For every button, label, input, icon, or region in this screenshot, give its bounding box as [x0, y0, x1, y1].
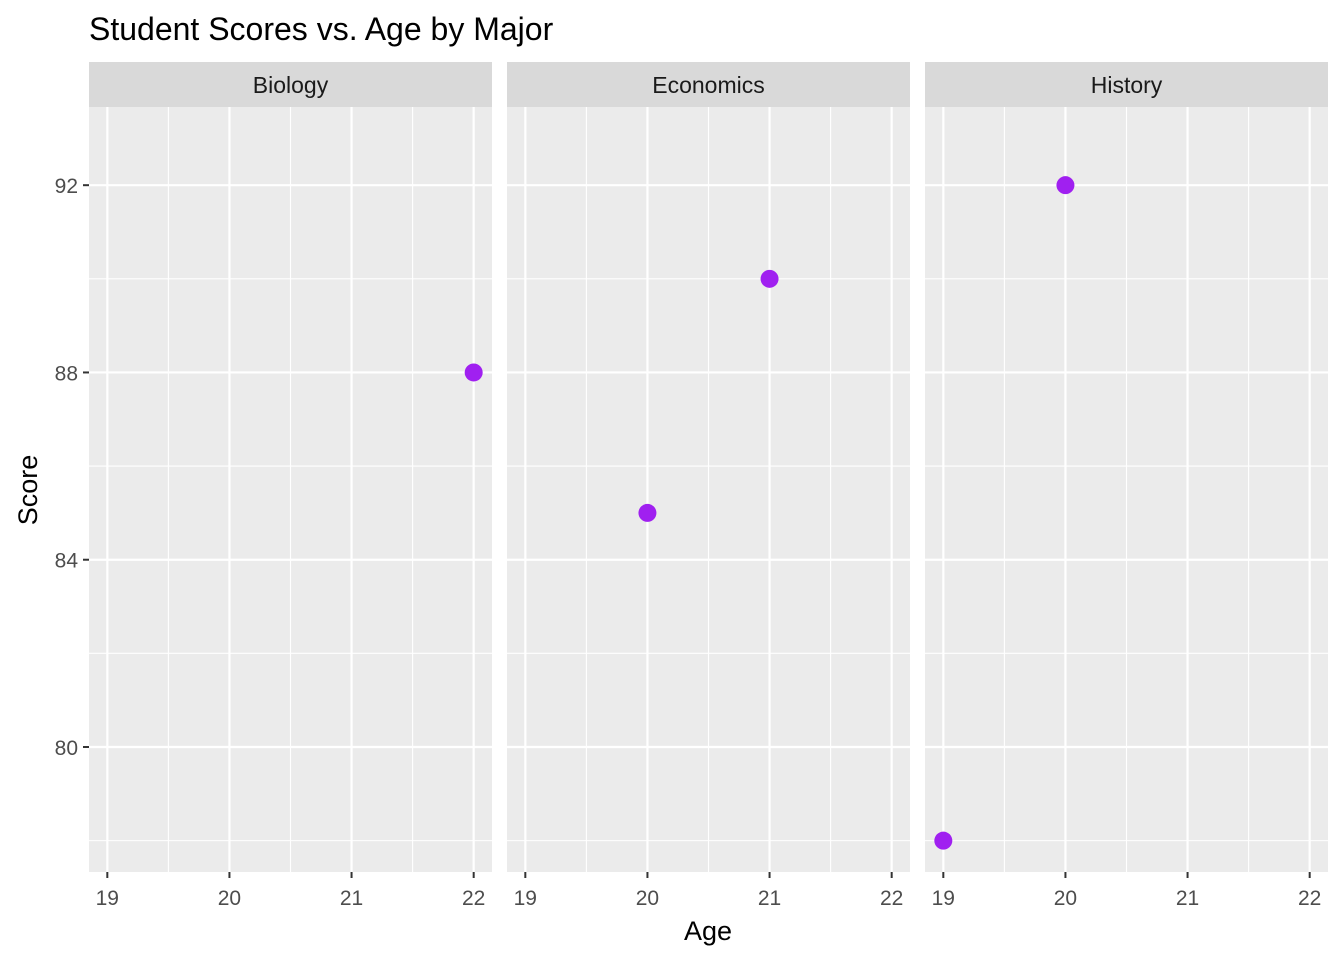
y-axis: 80 84 88 92	[55, 175, 89, 760]
y-axis-label: Score	[13, 455, 43, 526]
y-tick-label: 92	[55, 175, 78, 198]
facet-panel-history: History 19 20 21 22	[925, 62, 1328, 910]
facet-strip-label: History	[1091, 72, 1163, 98]
x-tick-label: 20	[636, 887, 659, 910]
x-tick-label: 22	[880, 887, 903, 910]
data-point-biology	[464, 363, 483, 382]
facet-panels: Biology 19 20 21 22 Economics 19 20 21 22 History 1…	[89, 62, 1328, 910]
facet-strip-label: Biology	[253, 72, 329, 98]
facet-strip-label: Economics	[652, 72, 764, 98]
y-tick-label: 80	[55, 737, 78, 760]
chart-title: Student Scores vs. Age by Major	[89, 11, 554, 47]
data-point-economics	[760, 269, 779, 288]
facet-panel-economics: Economics 19 20 21 22	[507, 62, 910, 910]
x-tick-label: 19	[932, 887, 955, 910]
facet-strip-history	[925, 62, 1328, 107]
x-tick-label: 21	[340, 887, 363, 910]
x-tick-label: 20	[1054, 887, 1077, 910]
y-tick-label: 88	[55, 362, 78, 385]
x-tick-label: 19	[96, 887, 119, 910]
x-tick-label: 21	[1176, 887, 1199, 910]
x-tick-label: 21	[758, 887, 781, 910]
facet-strip-economics	[507, 62, 910, 107]
x-axis-label: Age	[684, 916, 732, 946]
data-point-history	[1056, 176, 1075, 195]
data-point-history	[934, 831, 953, 850]
x-tick-label: 20	[218, 887, 241, 910]
y-tick-label: 84	[55, 550, 79, 573]
facet-panel-biology: Biology 19 20 21 22	[89, 62, 492, 910]
x-tick-label: 19	[514, 887, 537, 910]
x-tick-label: 22	[1298, 887, 1321, 910]
data-point-economics	[638, 503, 657, 522]
x-tick-label: 22	[462, 887, 485, 910]
facet-strip-biology	[89, 62, 492, 107]
